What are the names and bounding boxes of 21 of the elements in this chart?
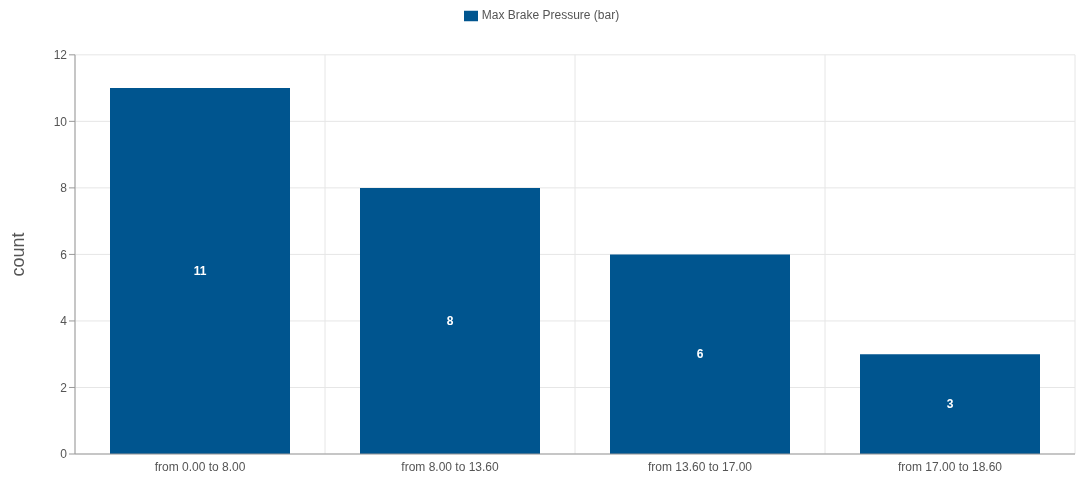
y-tick-label: 2 — [60, 380, 68, 395]
bar — [610, 254, 790, 454]
y-tick-label: 6 — [60, 247, 68, 262]
bar — [860, 354, 1040, 454]
data-label: 11 — [193, 264, 207, 279]
y-tick-label: 8 — [60, 181, 68, 196]
data-label: 8 — [446, 314, 454, 329]
x-tick-label: from 17.00 to 18.60 — [897, 459, 1003, 474]
y-tick-label: 0 — [60, 447, 68, 462]
y-tick-label: 12 — [53, 48, 68, 63]
y-tick-label: 10 — [53, 114, 68, 129]
x-tick-label: from 8.00 to 13.60 — [401, 459, 500, 474]
data-label: 3 — [946, 397, 954, 412]
legend-label: Max Brake Pressure (bar) — [481, 8, 620, 22]
x-tick-label: from 13.60 to 17.00 — [647, 459, 753, 474]
y-tick-label: 4 — [60, 314, 68, 329]
bar — [110, 88, 290, 454]
bar — [360, 187, 540, 454]
y-axis-title: count — [8, 232, 29, 277]
x-tick-label: from 0.00 to 8.00 — [154, 459, 246, 474]
data-label: 6 — [696, 347, 704, 362]
